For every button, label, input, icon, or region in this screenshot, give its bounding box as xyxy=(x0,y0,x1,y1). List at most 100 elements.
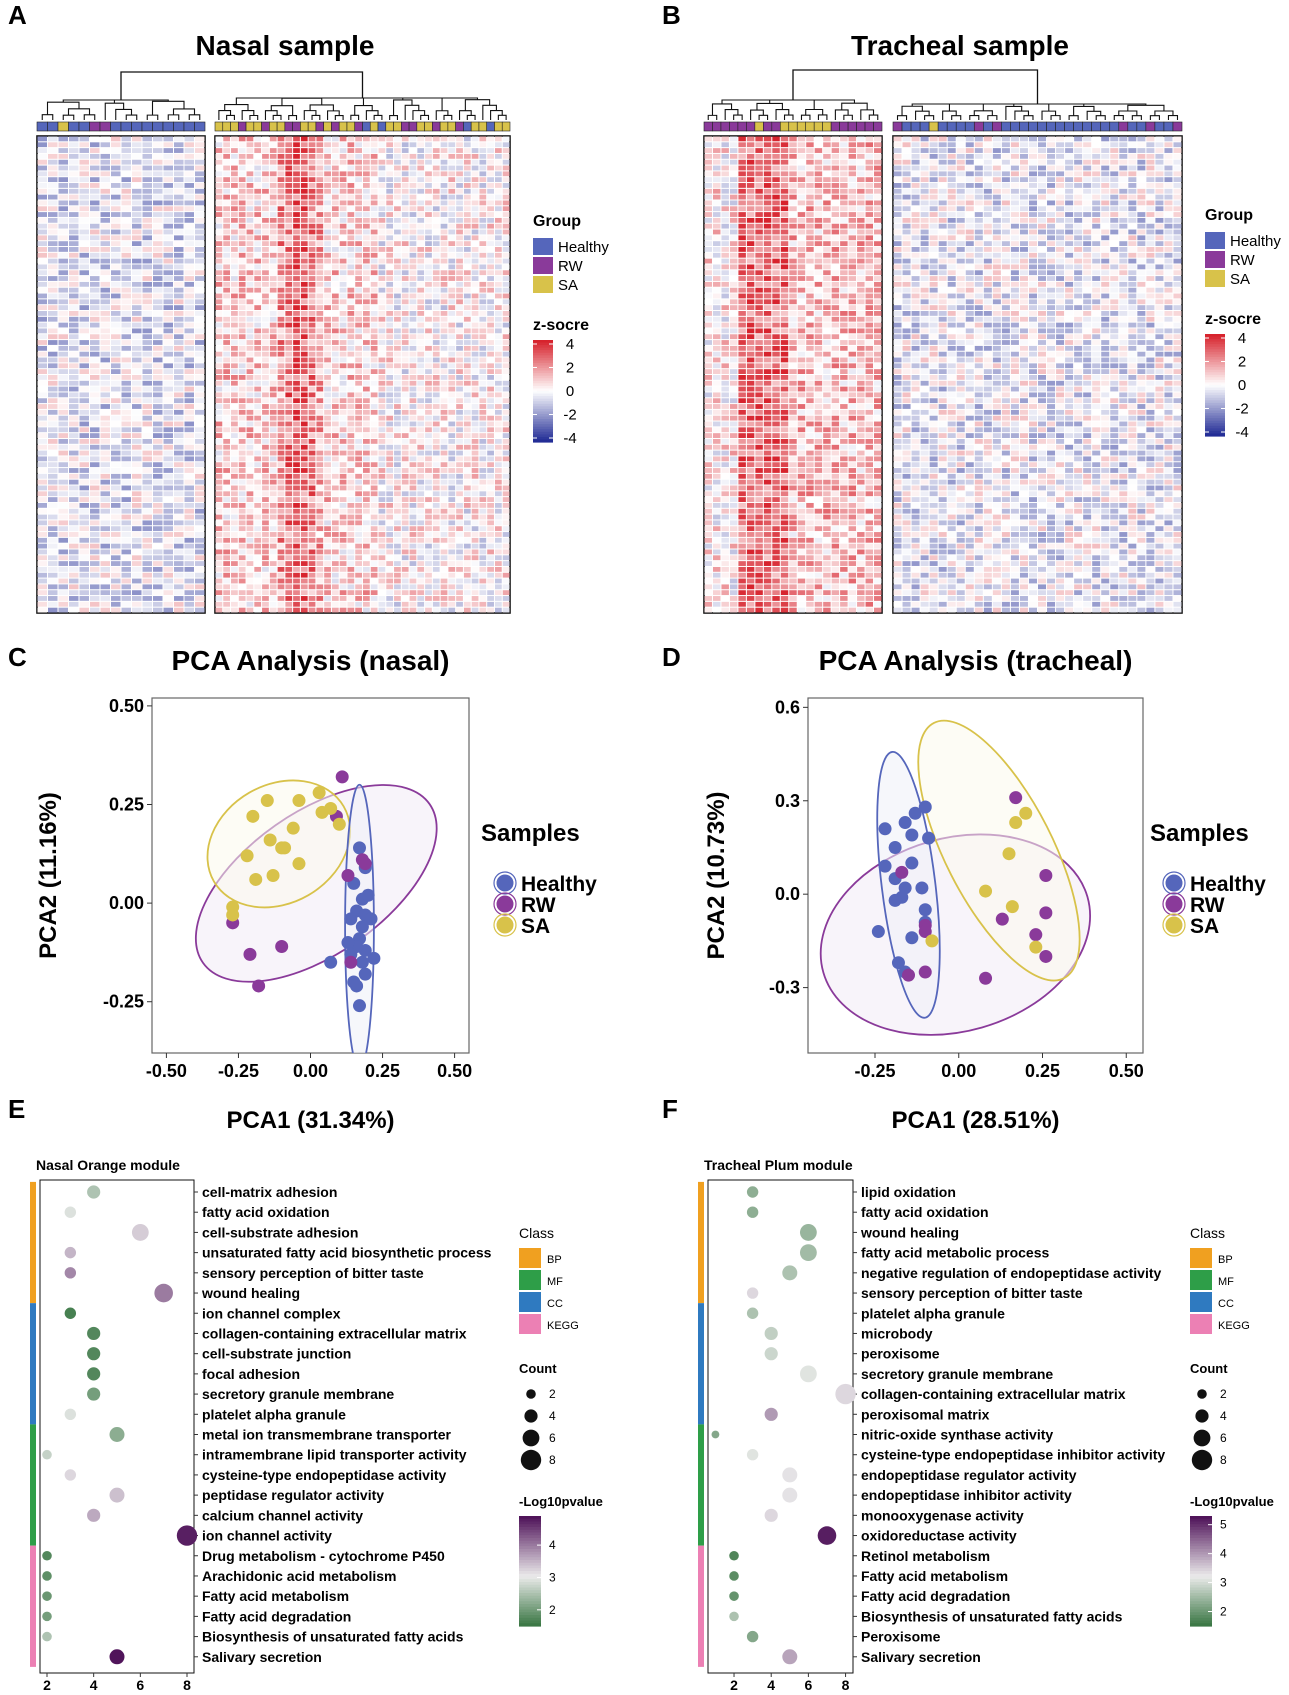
heatmap-cell xyxy=(238,497,246,502)
heatmap-cell xyxy=(370,549,378,555)
heatmap-cell xyxy=(142,316,152,322)
heatmap-cell xyxy=(246,578,254,584)
heatmap-cell xyxy=(487,363,494,369)
heatmap-cell xyxy=(308,596,316,601)
heatmap-cell xyxy=(223,334,231,340)
heatmap-cell xyxy=(262,351,269,357)
heatmap-cell xyxy=(254,235,262,241)
heatmap-cell xyxy=(285,421,293,427)
heatmap-cell xyxy=(448,572,456,578)
heatmap-cell xyxy=(79,444,89,450)
heatmap-cell xyxy=(378,194,386,200)
heatmap-cell xyxy=(370,281,378,287)
heatmap-cell xyxy=(729,491,738,497)
heatmap-cell xyxy=(729,514,738,520)
heatmap-cell xyxy=(471,473,479,479)
heatmap-cell xyxy=(409,171,417,177)
heatmap-cell xyxy=(463,485,471,491)
heatmap-cell xyxy=(425,177,432,183)
heatmap-cell xyxy=(401,188,409,194)
heatmap-cell xyxy=(69,532,79,537)
heatmap-cell xyxy=(738,357,746,363)
heatmap-cell xyxy=(238,502,246,508)
heatmap-cell xyxy=(729,165,738,171)
heatmap-cell xyxy=(324,212,331,217)
heatmap-cell xyxy=(48,194,58,200)
heatmap-cell xyxy=(502,159,510,165)
heatmap-cell xyxy=(448,520,456,526)
heatmap-cell xyxy=(487,287,494,293)
dendrogram-branch xyxy=(62,99,142,103)
heatmap-cell xyxy=(738,450,746,456)
heatmap-cell xyxy=(494,311,502,316)
heatmap-cell xyxy=(163,177,173,183)
heatmap-cell xyxy=(316,456,324,462)
heatmap-cell xyxy=(184,183,194,188)
heatmap-cell xyxy=(324,171,331,177)
heatmap-cell xyxy=(378,433,386,438)
heatmap-cell xyxy=(729,351,738,357)
heatmap-cell xyxy=(293,270,300,276)
heatmap-cell xyxy=(704,456,712,462)
heatmap-cell xyxy=(494,386,502,392)
heatmap-cell xyxy=(142,171,152,177)
heatmap-cell xyxy=(394,438,401,444)
heatmap-cell xyxy=(262,497,269,502)
heatmap-cell xyxy=(487,380,494,386)
heatmap-cell xyxy=(223,404,231,409)
heatmap-cell xyxy=(417,136,425,142)
heatmap-cell xyxy=(401,171,409,177)
heatmap-cell xyxy=(269,584,277,590)
heatmap-cell xyxy=(269,351,277,357)
heatmap-cell xyxy=(69,287,79,293)
heatmap-cell xyxy=(448,468,456,473)
heatmap-cell xyxy=(69,596,79,601)
heatmap-cell xyxy=(238,159,246,165)
heatmap-cell xyxy=(111,235,121,241)
heatmap-cell xyxy=(246,293,254,299)
heatmap-cell xyxy=(100,241,110,247)
heatmap-cell xyxy=(324,345,331,351)
heatmap-cell xyxy=(394,159,401,165)
heatmap-cell xyxy=(494,293,502,299)
heatmap-cell xyxy=(293,468,300,473)
heatmap-cell xyxy=(231,555,238,561)
heatmap-cell xyxy=(487,561,494,566)
heatmap-cell xyxy=(316,287,324,293)
heatmap-cell xyxy=(721,520,729,526)
heatmap-cell xyxy=(300,153,308,159)
heatmap-cell xyxy=(195,357,205,363)
heatmap-cell xyxy=(721,421,729,427)
heatmap-cell xyxy=(238,328,246,334)
heatmap-cell xyxy=(502,485,510,491)
heatmap-cell xyxy=(300,357,308,363)
heatmap-cell xyxy=(401,444,409,450)
heatmap-cell xyxy=(712,363,721,369)
heatmap-cell xyxy=(448,299,456,305)
heatmap-cell xyxy=(215,485,223,491)
heatmap-cell xyxy=(254,200,262,206)
heatmap-cell xyxy=(132,287,142,293)
dendrogram-branch xyxy=(62,114,75,120)
heatmap-cell xyxy=(479,369,487,374)
heatmap-cell xyxy=(417,328,425,334)
heatmap-cell xyxy=(285,561,293,566)
heatmap-cell xyxy=(142,264,152,270)
heatmap-cell xyxy=(100,345,110,351)
heatmap-cell xyxy=(448,206,456,212)
heatmap-cell xyxy=(262,508,269,514)
heatmap-cell xyxy=(440,566,448,572)
heatmap-cell xyxy=(300,462,308,468)
heatmap-cell xyxy=(231,409,238,415)
heatmap-cell xyxy=(347,438,355,444)
heatmap-cell xyxy=(142,549,152,555)
heatmap-cell xyxy=(246,276,254,281)
heatmap-cell xyxy=(471,311,479,316)
heatmap-cell xyxy=(355,194,362,200)
heatmap-cell xyxy=(121,183,131,188)
heatmap-cell xyxy=(223,322,231,328)
heatmap-cell xyxy=(100,305,110,311)
heatmap-cell xyxy=(184,345,194,351)
group-annotation-sa xyxy=(214,121,224,132)
heatmap-cell xyxy=(300,252,308,258)
